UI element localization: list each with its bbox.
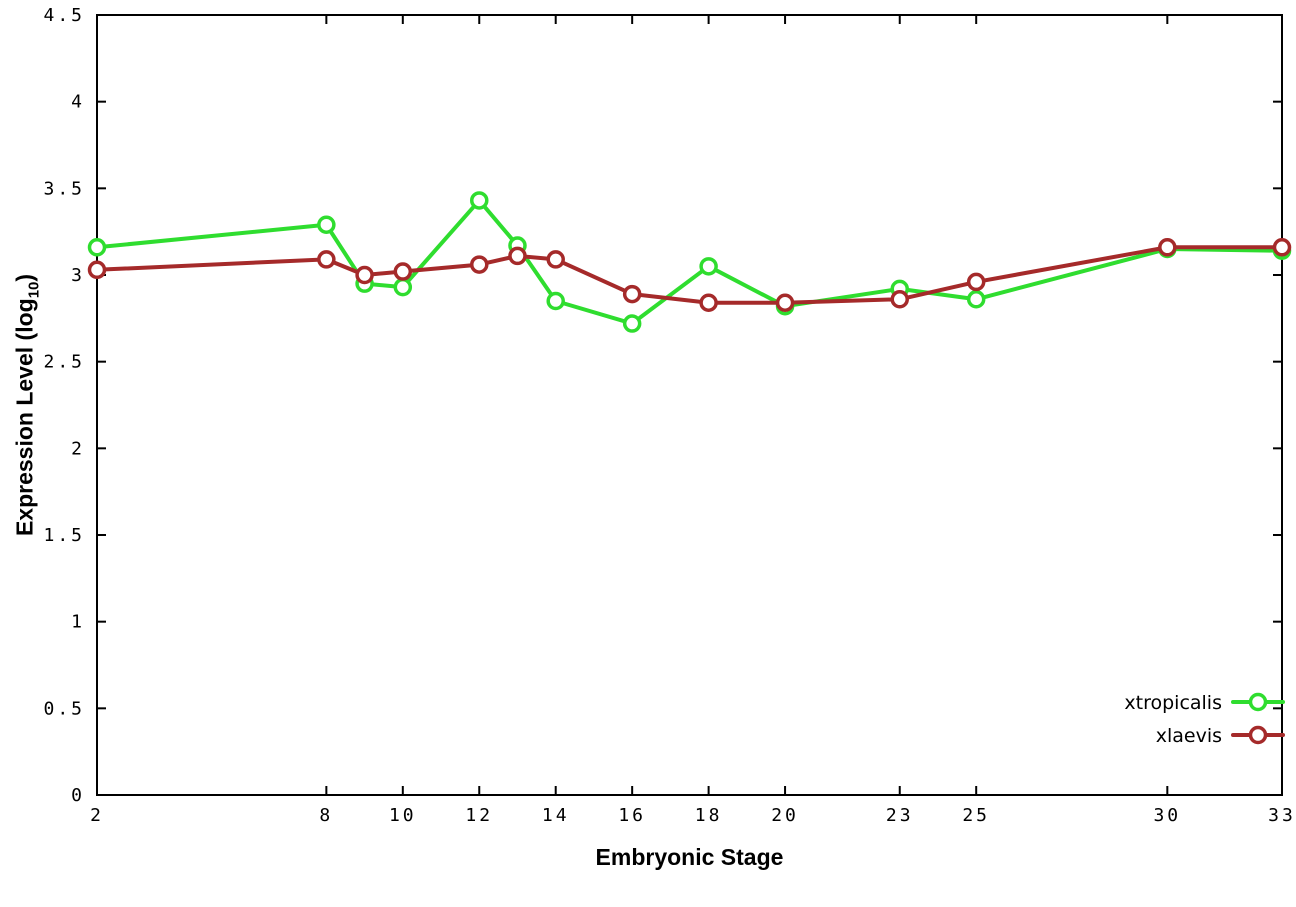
data-point-xtropicalis bbox=[966, 290, 986, 309]
plot-border bbox=[96, 14, 1283, 796]
data-point-xlaevis bbox=[1272, 238, 1292, 257]
data-point-xlaevis bbox=[699, 293, 718, 312]
legend-label-xlaevis: xlaevis bbox=[1156, 725, 1222, 747]
y-tick-label: 0.5 bbox=[43, 698, 85, 719]
x-tick-label: 8 bbox=[319, 805, 333, 826]
series-line-xlaevis bbox=[95, 245, 1284, 305]
data-point-xtropicalis bbox=[622, 314, 642, 333]
data-point-xlaevis bbox=[546, 250, 565, 269]
data-point-xlaevis bbox=[470, 255, 489, 274]
data-point-xlaevis bbox=[355, 265, 374, 285]
data-point-xtropicalis bbox=[87, 238, 107, 257]
x-axis-label: Embryonic Stage bbox=[595, 844, 784, 870]
data-point-xlaevis bbox=[393, 262, 413, 281]
data-point-xtropicalis bbox=[393, 277, 413, 297]
x-tick-label: 23 bbox=[886, 805, 914, 826]
y-axis-label-text: Expression Level (log bbox=[11, 298, 38, 537]
y-tick-label: 4 bbox=[71, 92, 85, 113]
data-point-xtropicalis bbox=[317, 215, 336, 234]
legend-sample-marker-xtropicalis bbox=[1248, 692, 1268, 712]
data-point-xtropicalis bbox=[699, 257, 718, 276]
data-point-xlaevis bbox=[87, 260, 107, 280]
x-tick-label: 18 bbox=[695, 805, 723, 826]
legend-label-xtropicalis: xtropicalis bbox=[1124, 692, 1222, 714]
x-tick-label: 16 bbox=[618, 805, 646, 826]
y-tick-label: 2 bbox=[71, 438, 85, 459]
y-tick-label: 4.5 bbox=[43, 5, 85, 26]
y-axis-label-subscript: 10 bbox=[25, 281, 43, 299]
data-point-xlaevis bbox=[775, 293, 795, 312]
x-tick-label: 30 bbox=[1153, 805, 1181, 826]
x-tick-label: 25 bbox=[962, 805, 990, 826]
x-tick-label: 33 bbox=[1268, 805, 1296, 826]
data-point-xtropicalis bbox=[470, 191, 489, 210]
x-tick-label: 2 bbox=[90, 805, 104, 826]
y-tick-label: 1 bbox=[71, 612, 85, 633]
y-axis-label: Expression Level (log10) bbox=[12, 274, 43, 536]
y-tick-label: 0 bbox=[71, 785, 85, 806]
data-point-xtropicalis bbox=[546, 291, 565, 311]
data-point-xlaevis bbox=[890, 290, 909, 309]
y-tick-label: 3 bbox=[71, 265, 85, 286]
x-tick-label: 14 bbox=[542, 805, 570, 826]
data-point-xlaevis bbox=[622, 284, 642, 304]
y-tick-label: 2.5 bbox=[43, 352, 85, 373]
x-tick-label: 12 bbox=[465, 805, 493, 826]
data-point-xlaevis bbox=[1158, 238, 1177, 257]
x-tick-label: 10 bbox=[389, 805, 417, 826]
data-point-xlaevis bbox=[966, 272, 986, 292]
legend-sample-marker-xlaevis bbox=[1248, 725, 1268, 745]
y-tick-label: 1.5 bbox=[43, 525, 85, 546]
y-axis-label-close: ) bbox=[11, 273, 38, 282]
data-point-xlaevis bbox=[317, 250, 336, 269]
y-tick-label: 3.5 bbox=[43, 178, 85, 199]
data-point-xlaevis bbox=[508, 246, 527, 266]
x-tick-label: 20 bbox=[771, 805, 799, 826]
